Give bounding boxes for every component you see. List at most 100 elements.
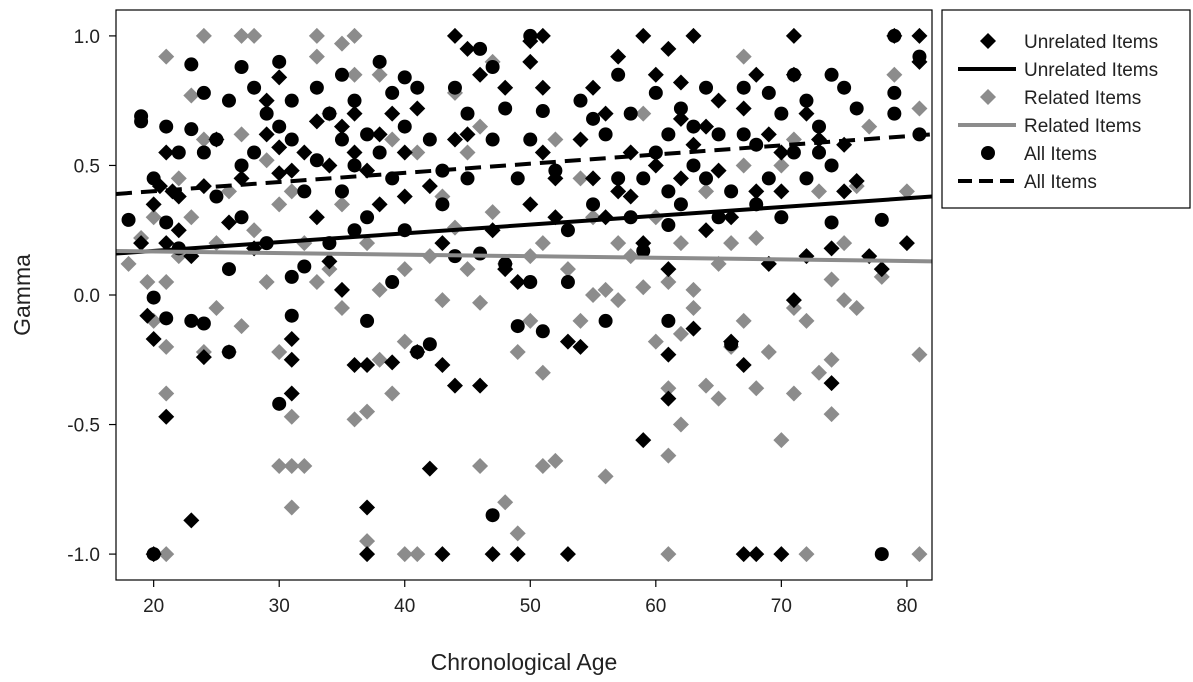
circle-point — [234, 60, 249, 74]
circle-point — [510, 319, 525, 334]
circle-point — [799, 171, 814, 186]
circle-point — [159, 215, 174, 230]
diamond-point — [748, 380, 765, 397]
diamond-point — [534, 27, 551, 44]
diamond-point — [170, 188, 187, 205]
diamond-point — [271, 139, 288, 156]
diamond-point — [509, 344, 526, 360]
trend-line-all-items — [116, 132, 932, 196]
diamond-point — [333, 299, 350, 316]
diamond-point — [271, 196, 288, 213]
diamond-point — [359, 533, 376, 550]
diamond-point — [258, 274, 275, 291]
circle-point — [397, 70, 412, 85]
diamond-point — [446, 27, 463, 44]
diamond-point — [735, 157, 752, 174]
diamond-point — [735, 356, 752, 373]
diamond-point — [158, 144, 175, 161]
diamond-point — [283, 351, 300, 368]
diamond-point — [748, 66, 765, 83]
circle-point — [435, 197, 450, 212]
circle-point — [874, 212, 889, 227]
circle-point — [284, 269, 299, 284]
diamond-point — [773, 157, 790, 174]
circle-point — [397, 119, 412, 134]
circle-point — [673, 197, 688, 212]
diamond-point — [898, 183, 915, 200]
circle-point — [623, 106, 638, 121]
circle-point — [636, 171, 651, 186]
circle-point — [485, 508, 500, 523]
diamond-point — [911, 546, 928, 563]
diamond-point — [233, 27, 250, 44]
circle-point — [372, 145, 387, 160]
diamond-point — [811, 364, 828, 381]
legend-diamond-swatch — [980, 33, 996, 49]
diamond-point — [672, 235, 689, 252]
diamond-point — [672, 170, 689, 187]
diamond-point — [271, 458, 288, 474]
diamond-point — [509, 546, 526, 563]
diamond-point — [296, 458, 313, 474]
diamond-point — [911, 27, 928, 44]
legend-label: Unrelated Items — [1024, 32, 1158, 53]
diamond-point — [873, 261, 890, 278]
diamond-point — [183, 512, 200, 529]
diamond-point — [472, 66, 489, 83]
diamond-point — [660, 546, 677, 563]
legend-entry: All Items — [981, 144, 1097, 165]
diamond-point — [384, 354, 401, 371]
diamond-point — [811, 131, 828, 148]
diamond-point — [748, 546, 765, 563]
diamond-point — [836, 183, 853, 200]
diamond-point — [359, 499, 376, 516]
circle-point — [812, 145, 827, 160]
circle-point — [159, 119, 174, 134]
diamond-point — [672, 416, 689, 433]
circle-point — [699, 80, 714, 95]
circle-point — [736, 80, 751, 95]
trend-line-related-items — [116, 248, 932, 264]
circle-point — [247, 80, 262, 95]
diamond-point — [773, 546, 790, 563]
diamond-point — [911, 346, 928, 363]
diamond-point — [139, 274, 156, 291]
diamond-point — [446, 377, 463, 394]
circle-point — [761, 171, 776, 186]
circle-point — [121, 212, 136, 227]
circle-point — [284, 93, 299, 108]
circle-point — [221, 93, 236, 108]
diamond-point — [133, 235, 150, 252]
diamond-point — [823, 406, 840, 423]
y-tick-label: -0.5 — [67, 416, 100, 437]
circle-point — [309, 153, 324, 168]
x-tick-label: 80 — [896, 596, 917, 617]
circle-point — [661, 184, 676, 199]
diamond-point — [685, 281, 702, 298]
diamond-point — [421, 178, 438, 195]
diamond-point — [911, 100, 928, 117]
diamond-point — [823, 240, 840, 257]
diamond-point — [559, 261, 576, 278]
diamond-point — [660, 261, 677, 278]
diamond-point — [723, 209, 740, 226]
diamond-point — [698, 118, 715, 135]
circle-point — [221, 345, 236, 359]
diamond-point — [848, 173, 865, 189]
diamond-point — [434, 292, 451, 309]
diamond-point — [409, 100, 426, 117]
diamond-point — [472, 377, 489, 394]
diamond-point — [459, 40, 476, 57]
diamond-point — [384, 385, 401, 402]
diamond-point — [359, 235, 376, 252]
circle-point — [648, 85, 663, 100]
diamond-point — [421, 460, 438, 477]
circle-point — [648, 145, 663, 160]
circle-point — [560, 223, 575, 238]
diamond-point — [685, 136, 702, 153]
diamond-point — [798, 312, 815, 329]
diamond-point — [723, 235, 740, 252]
legend-diamond-swatch — [980, 89, 996, 105]
diamond-point — [760, 344, 777, 360]
circle-point — [824, 67, 839, 82]
